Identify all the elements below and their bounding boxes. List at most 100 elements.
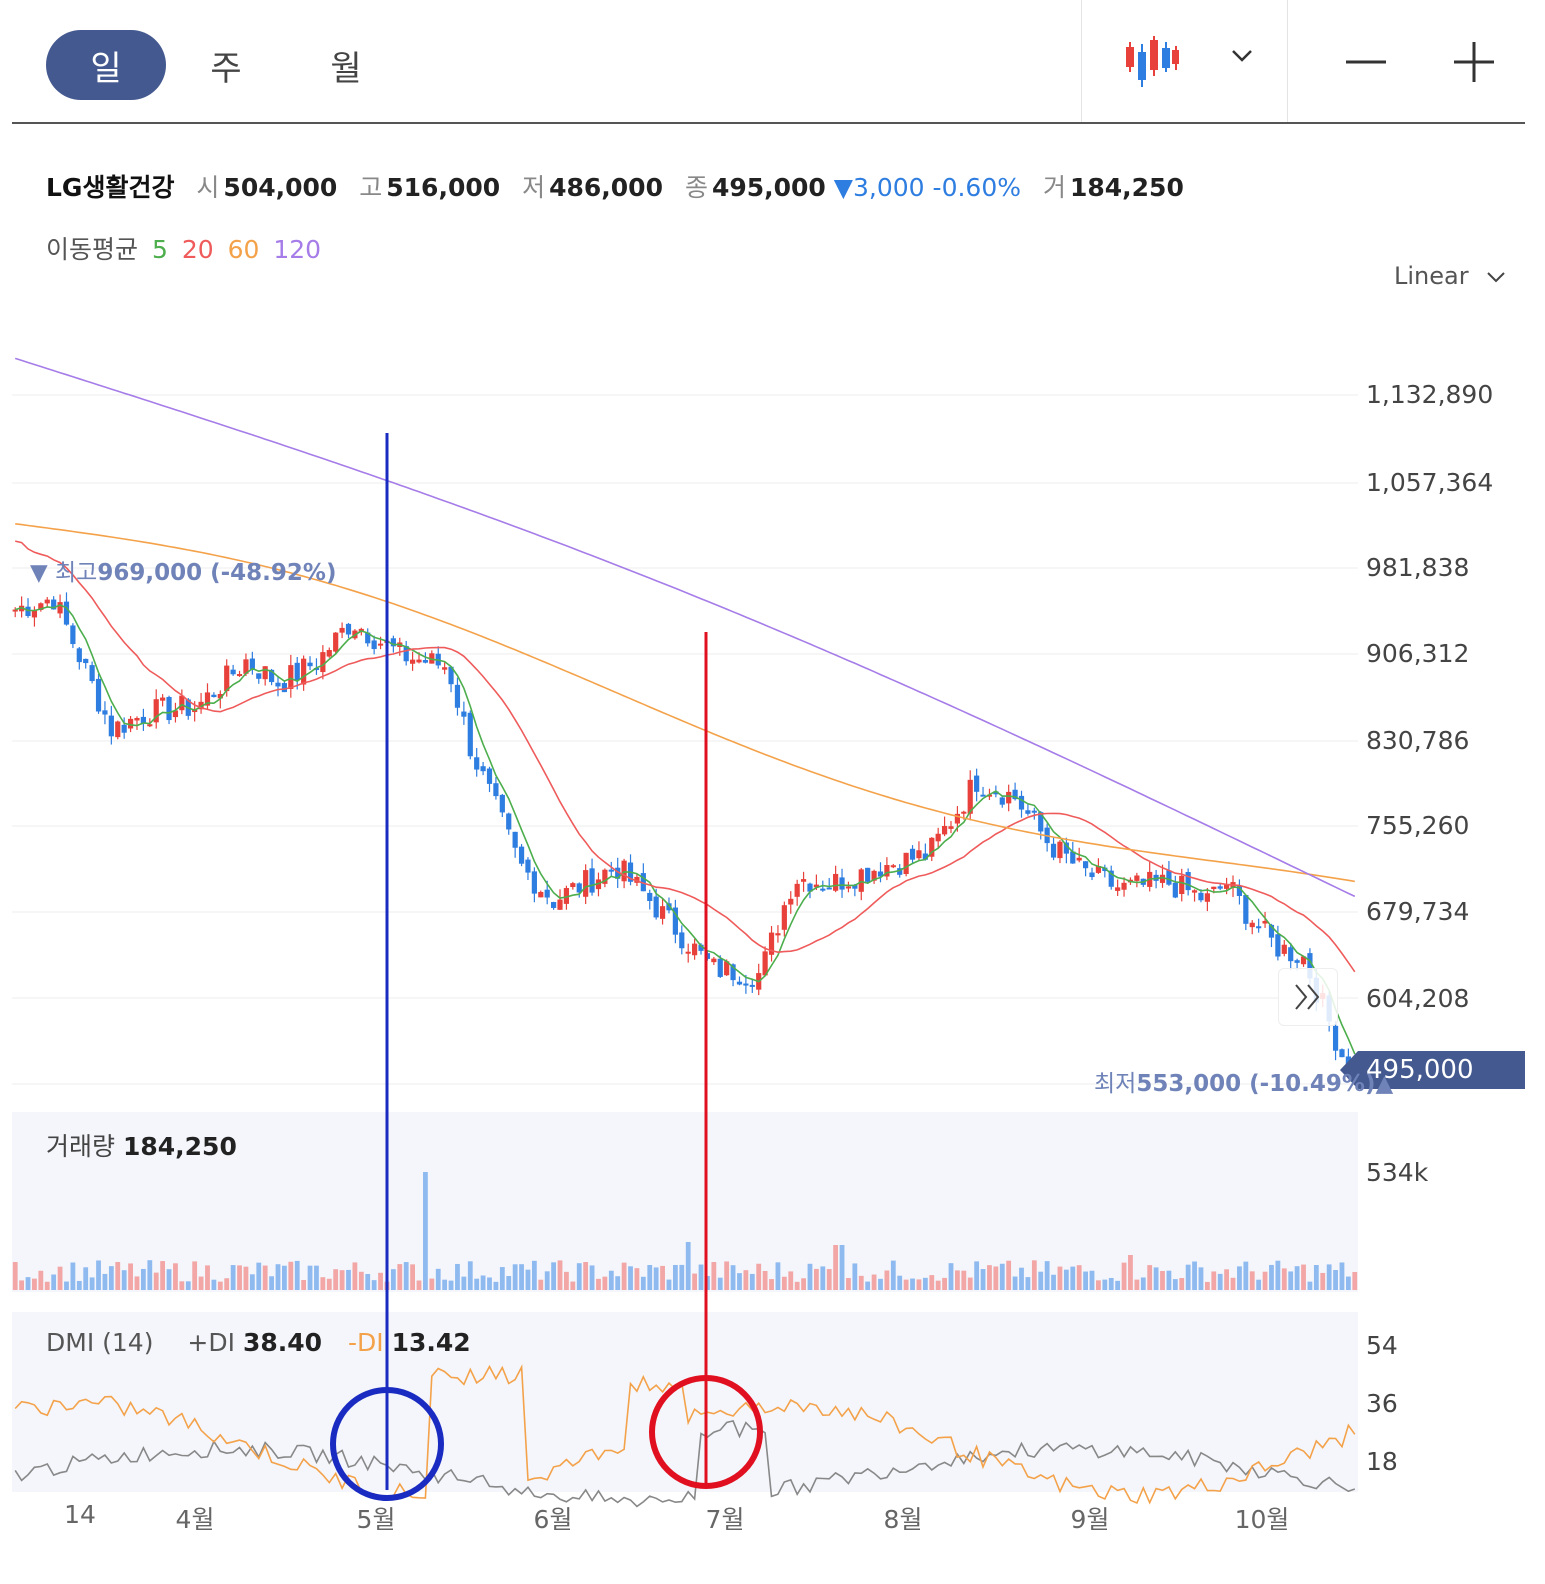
ma5-label[interactable]: 5 xyxy=(151,235,168,264)
plus-di-label: +DI xyxy=(187,1328,235,1357)
volume-bar xyxy=(461,1276,467,1290)
candle-body xyxy=(1031,810,1037,813)
volume-bar xyxy=(390,1269,396,1290)
zoom-out-button[interactable] xyxy=(1342,40,1390,84)
volume-bar xyxy=(378,1272,383,1290)
candle-body xyxy=(1095,865,1102,873)
x-axis-tick: 8월 xyxy=(883,1505,923,1534)
ma-legend: 이동평균 5 20 60 120 xyxy=(46,230,327,266)
volume-bar xyxy=(717,1277,723,1290)
ma20-label[interactable]: 20 xyxy=(181,235,214,264)
volume-bar xyxy=(467,1261,473,1290)
tab-month[interactable]: 월 xyxy=(330,48,362,89)
volume-bar xyxy=(967,1277,973,1290)
volume-bar xyxy=(1140,1277,1146,1290)
volume-bar xyxy=(846,1278,851,1290)
volume-bar xyxy=(942,1277,947,1290)
chart-type-dropdown[interactable] xyxy=(1228,44,1256,68)
volume-bar xyxy=(519,1264,524,1290)
volume-panel-title: 거래량 xyxy=(46,1132,116,1161)
price-axis-tick: 604,208 xyxy=(1366,984,1470,1013)
candle-body xyxy=(762,951,768,976)
volume-bar xyxy=(634,1268,640,1290)
volume-bar xyxy=(1294,1266,1300,1290)
minus-di-line xyxy=(14,1419,1356,1508)
volume-bar xyxy=(1166,1270,1172,1290)
volume-bar xyxy=(1115,1280,1121,1290)
volume-bar xyxy=(108,1266,114,1290)
volume-bar xyxy=(903,1279,909,1290)
volume-bar xyxy=(660,1265,665,1290)
candle-body xyxy=(993,791,999,795)
volume-bar xyxy=(1128,1255,1133,1290)
volume-bar xyxy=(987,1265,992,1290)
candle-body xyxy=(256,673,262,679)
candle-body xyxy=(1115,887,1121,891)
candle-body xyxy=(1121,882,1127,890)
volume-bar xyxy=(249,1274,255,1290)
candle-body xyxy=(371,640,377,650)
volume-bar xyxy=(788,1271,794,1290)
candle-body xyxy=(807,883,813,892)
volume-bar xyxy=(1320,1272,1326,1290)
volume-bar xyxy=(525,1269,531,1290)
candle-body xyxy=(211,694,217,698)
tab-week[interactable]: 주 xyxy=(210,48,242,89)
low-marker-arrow: ▲ xyxy=(1375,1071,1394,1097)
volume-bar xyxy=(153,1272,159,1290)
scale-select[interactable]: Linear xyxy=(1394,262,1508,290)
volume-bar xyxy=(275,1264,281,1290)
volume-bar xyxy=(1019,1267,1024,1290)
volume-bar xyxy=(1153,1267,1159,1290)
volume-bar xyxy=(878,1278,883,1290)
candle-body xyxy=(160,697,166,701)
candle-body xyxy=(980,794,986,797)
candle-body xyxy=(454,684,461,708)
zoom-in-button[interactable] xyxy=(1450,40,1498,84)
change-value: 3,000 xyxy=(853,173,925,202)
volume-bar xyxy=(1281,1268,1287,1290)
ma60-line xyxy=(15,523,1355,883)
candle-body xyxy=(499,794,505,813)
chart-type-button[interactable] xyxy=(1120,32,1184,92)
candle-body xyxy=(320,652,326,673)
candle-body xyxy=(570,883,576,888)
volume-bar xyxy=(217,1281,223,1290)
volume-bar xyxy=(730,1265,736,1290)
candle-body xyxy=(134,718,140,721)
open-label: 시 xyxy=(196,173,220,202)
volume-bar xyxy=(474,1278,480,1290)
x-axis-tick: 14 xyxy=(64,1500,96,1529)
candle-body xyxy=(147,724,153,727)
candle-body xyxy=(602,869,608,884)
candle-body xyxy=(474,757,480,770)
candle-body xyxy=(666,903,672,911)
volume-bar xyxy=(961,1270,967,1290)
low-label: 저 xyxy=(522,173,546,202)
volume-bar xyxy=(237,1265,242,1290)
scroll-latest-button[interactable] xyxy=(1278,968,1338,1026)
candle-body xyxy=(999,797,1005,805)
candle-body xyxy=(608,869,614,872)
volume-bar xyxy=(955,1270,960,1290)
candle-body xyxy=(961,811,967,814)
candle-body xyxy=(1281,944,1287,954)
candle-body xyxy=(1275,934,1281,957)
volume-bar xyxy=(801,1278,806,1290)
scale-label: Linear xyxy=(1394,262,1469,290)
x-axis-tick: 7월 xyxy=(705,1505,745,1534)
volume-bar xyxy=(890,1260,896,1290)
ma60-label[interactable]: 60 xyxy=(227,235,260,264)
tab-day[interactable]: 일 xyxy=(46,30,166,100)
volume-bar xyxy=(576,1263,582,1290)
ma120-label[interactable]: 120 xyxy=(273,235,322,264)
volume-bar xyxy=(301,1279,307,1290)
volume-bar xyxy=(352,1262,358,1290)
volume-bar xyxy=(993,1266,999,1290)
high-marker-arrow: ▼ xyxy=(30,560,48,586)
candle-body xyxy=(275,682,281,687)
high-marker: ▼ 최고969,000 (-48.92%) xyxy=(30,553,336,587)
candle-body xyxy=(845,886,852,889)
stock-info: LG생활건강 시 504,000 고 516,000 저 486,000 종 495,0… xyxy=(46,168,1184,204)
